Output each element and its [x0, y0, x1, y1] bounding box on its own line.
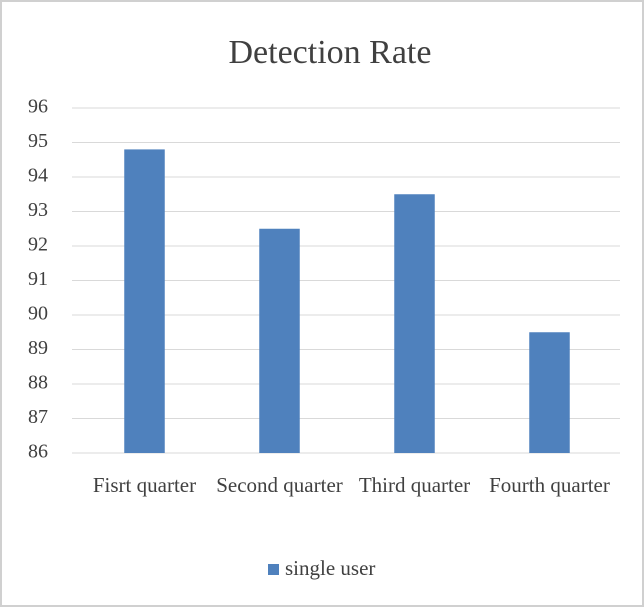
- bar: [394, 194, 435, 453]
- y-tick-label: 94: [28, 165, 48, 187]
- chart-title: Detection Rate: [229, 34, 432, 71]
- x-tick-label: Fourth quarter: [489, 473, 610, 497]
- y-tick-label: 96: [28, 96, 48, 118]
- x-tick-label: Third quarter: [358, 473, 471, 497]
- y-tick-label: 87: [28, 406, 48, 428]
- y-tick-label: 89: [28, 337, 48, 359]
- x-tick-label: Second quarter: [216, 473, 343, 497]
- x-tick-label: Fisrt quarter: [92, 473, 197, 497]
- bar: [124, 149, 165, 453]
- y-tick-label: 90: [28, 303, 48, 325]
- legend-label: single user: [285, 556, 375, 580]
- bar: [529, 332, 570, 453]
- y-tick-label: 95: [28, 130, 48, 152]
- y-tick-label: 86: [28, 441, 48, 463]
- legend-swatch: [268, 564, 279, 575]
- y-tick-label: 92: [28, 234, 48, 256]
- bar: [259, 228, 300, 453]
- y-tick-label: 91: [28, 268, 48, 290]
- y-tick-label: 88: [28, 372, 48, 394]
- y-tick-label: 93: [28, 199, 48, 221]
